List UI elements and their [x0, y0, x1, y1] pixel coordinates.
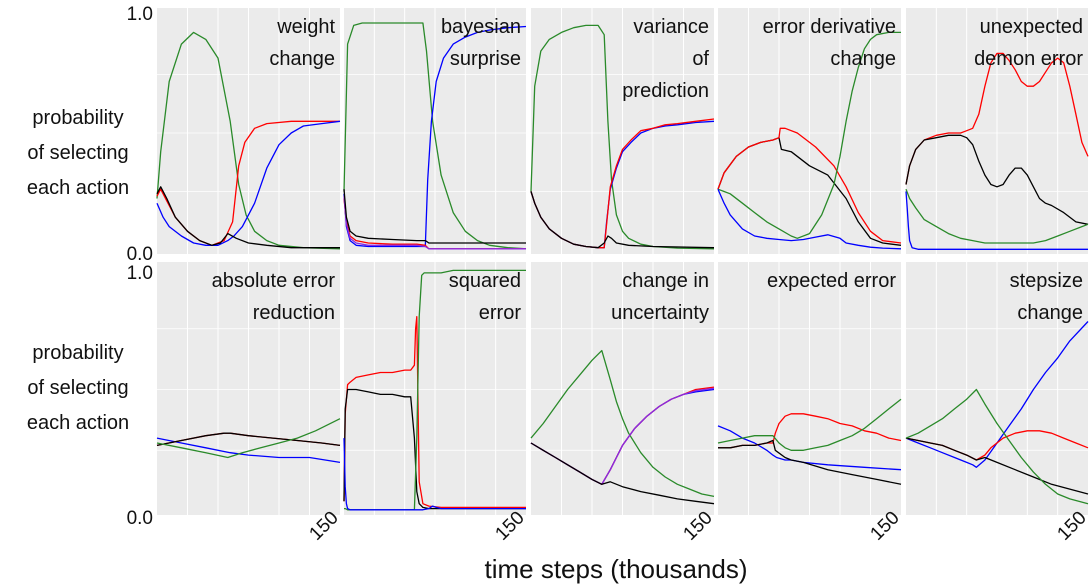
y-tick-top-row: 1.0 — [127, 4, 153, 25]
panel-5: unexpected demon error — [905, 8, 1089, 254]
y-tick-bottom-top-row: 0.0 — [127, 244, 153, 265]
panel-title-line: surprise — [450, 48, 521, 70]
series-line-1 — [530, 349, 715, 498]
panel-7: squared error — [343, 262, 526, 515]
series-line-3 — [156, 432, 341, 447]
panel-title-line: expected error — [767, 270, 896, 292]
panel-title-line: error — [479, 302, 522, 324]
panel-title-line: variance — [633, 16, 709, 38]
panel-title-line: stepsize — [1010, 270, 1083, 292]
panel-2: bayesian surprise — [343, 8, 527, 254]
panel-1: weight change — [156, 8, 341, 254]
series-line-4 — [905, 191, 1088, 250]
y-axis-label-line-3-top: each action — [27, 177, 129, 199]
series-line-3 — [156, 120, 341, 246]
series-line-1 — [905, 52, 1089, 185]
panel-title-line: absolute error — [212, 270, 336, 292]
series-line-4 — [156, 418, 341, 459]
panel-title-line: of — [692, 48, 709, 70]
panel-9: expected error — [717, 262, 902, 515]
series-line-5 — [343, 189, 526, 244]
series-line-2 — [343, 388, 526, 510]
x-axis-label: time steps (thousands) — [484, 554, 747, 584]
y-tick-top-bottom-row: 1.0 — [127, 263, 153, 284]
panel-title-line: change in — [622, 270, 709, 292]
series-line-1 — [156, 31, 341, 250]
series-line-1 — [905, 321, 1089, 468]
panel-title-line: weight — [276, 16, 335, 38]
series-line-3 — [905, 188, 1089, 244]
y-tick-bottom-row: 0.0 — [127, 508, 153, 529]
panel-3: variance of prediction — [530, 8, 715, 254]
y-axis-label-line-1-bottom: probability — [32, 342, 123, 364]
series-line-4 — [530, 191, 715, 249]
y-axis-label-line-2-top: of selecting — [27, 142, 128, 164]
panel-title-line: error derivative — [763, 16, 896, 38]
series-line-1 — [343, 315, 526, 509]
panel-title-line: change — [1017, 302, 1083, 324]
series-line-4 — [717, 188, 902, 250]
series-line-4 — [156, 186, 340, 249]
series-line-4 — [343, 196, 526, 250]
panel-title-line: unexpected — [980, 16, 1083, 38]
y-axis-label-line-3-bottom: each action — [27, 412, 129, 434]
y-axis-labels: 1.0 0.0 1.0 0.0 probability of selecting… — [27, 4, 153, 529]
panel-8: change in uncertainty — [530, 262, 715, 515]
series-line-1 — [530, 24, 715, 250]
panel-title-line: uncertainty — [611, 302, 709, 324]
series-line-2 — [717, 127, 902, 244]
series-line-4 — [343, 438, 526, 511]
panel-title-line: prediction — [622, 80, 709, 102]
panel-4: error derivative change — [717, 8, 902, 254]
series-line-4 — [905, 388, 1089, 505]
y-axis-label-line-1-top: probability — [32, 107, 123, 129]
series-line-2 — [905, 134, 1089, 225]
panel-title-line: change — [269, 48, 335, 70]
series-line-2 — [343, 25, 527, 248]
panels: weight change bayesian surprise variance of pr… — [156, 8, 1089, 515]
panel-title-line: bayesian — [441, 16, 521, 38]
panel-title-line: demon error — [974, 48, 1083, 70]
panel-title-line: squared — [449, 270, 521, 292]
series-line-3 — [717, 31, 901, 239]
y-axis-label-line-2-bottom: of selecting — [27, 377, 128, 399]
panel-title-line: reduction — [253, 302, 335, 324]
series-line-4 — [717, 398, 902, 451]
panel-6: absolute error reduction — [156, 262, 341, 515]
series-line-5 — [530, 442, 715, 505]
panel-title-line: change — [830, 48, 896, 70]
panel-10: stepsize change — [905, 262, 1089, 515]
series-line-3 — [718, 439, 902, 485]
series-line-3 — [905, 437, 1089, 495]
